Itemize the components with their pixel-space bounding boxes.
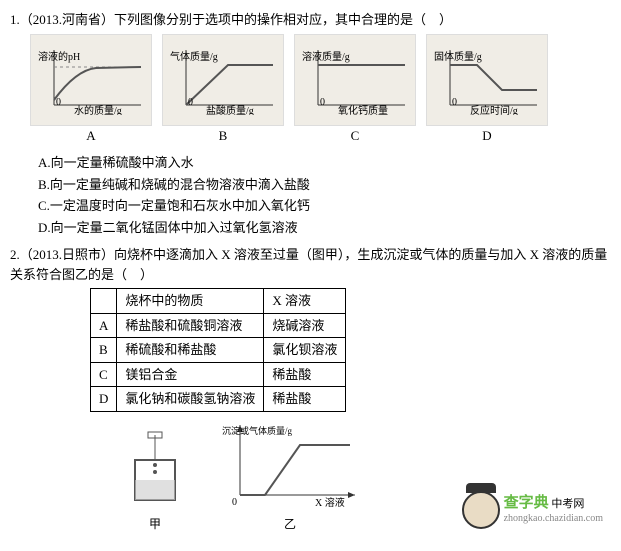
graph-yi-svg: 沉淀或气体质量/g 0 X 溶液 [220,420,360,510]
svg-text:0: 0 [232,497,237,508]
watermark: 查字典 中考网 zhongkao.chazidian.com [462,491,603,529]
graph-yi-ylabel: 沉淀或气体质量/g [222,425,293,436]
table-row: B 稀硫酸和稀盐酸 氯化钡溶液 [91,338,346,363]
question-2: 2.（2013.日照市）向烧杯中逐滴加入 X 溶液至过量（图甲），生成沉淀或气体… [10,245,611,533]
graph-d-wrap: 固体质量/g 0 反应时间/g D [426,34,548,146]
th-blank [91,289,117,314]
graph-yi-xlabel: X 溶液 [315,496,345,509]
graph-c-letter: C [294,126,416,146]
graph-b-xlabel: 盐酸质量/g [206,104,254,115]
th-x: X 溶液 [264,289,346,314]
q1-option-b: B.向一定量纯碱和烧碱的混合物溶液中滴入盐酸 [38,175,611,195]
q2-stem: 2.（2013.日照市）向烧杯中逐滴加入 X 溶液至过量（图甲），生成沉淀或气体… [10,245,611,284]
q1-option-d: D.向一定量二氧化锰固体中加入过氧化氢溶液 [38,218,611,238]
watermark-title: 查字典 [504,495,549,511]
graph-a: 溶液的pH 0 水的质量/g [30,34,152,126]
svg-text:0: 0 [56,97,61,108]
watermark-text: 查字典 中考网 zhongkao.chazidian.com [504,495,603,524]
graph-c-ylabel: 溶液质量/g [302,50,350,63]
watermark-url: zhongkao.chazidian.com [504,513,603,524]
graph-d-ylabel: 固体质量/g [434,51,482,63]
q1-options: A.向一定量稀硫酸中滴入水 B.向一定量纯碱和烧碱的混合物溶液中滴入盐酸 C.一… [38,153,611,237]
q2-table: 烧杯中的物质 X 溶液 A 稀盐酸和硫酸铜溶液 烧碱溶液 B 稀硫酸和稀盐酸 氯… [90,288,346,412]
graph-c-xlabel: 氧化钙质量 [338,104,388,115]
graph-b-letter: B [162,126,284,146]
mascot-icon [462,491,500,529]
q1-option-c: C.一定温度时向一定量饱和石灰水中加入氧化钙 [38,196,611,216]
graph-b: 气体质量/g 0 盐酸质量/g [162,34,284,126]
graph-c-wrap: 溶液质量/g 0 氧化钙质量 C [294,34,416,146]
q1-option-a: A.向一定量稀硫酸中滴入水 [38,153,611,173]
table-row: A 稀盐酸和硫酸铜溶液 烧碱溶液 [91,313,346,338]
graph-c: 溶液质量/g 0 氧化钙质量 [294,34,416,126]
table-row: D 氯化钠和碳酸氢钠溶液 稀盐酸 [91,387,346,412]
q1-graphs: 溶液的pH 0 水的质量/g A 气体质量/g 0 盐酸质量/g B [30,34,611,146]
svg-text:0: 0 [452,97,457,108]
graph-a-wrap: 溶液的pH 0 水的质量/g A [30,34,152,146]
table-header-row: 烧杯中的物质 X 溶液 [91,289,346,314]
graph-b-svg: 气体质量/g 0 盐酸质量/g [168,45,278,115]
graph-d-xlabel: 反应时间/g [470,104,518,115]
svg-text:0: 0 [188,97,193,108]
graph-d: 固体质量/g 0 反应时间/g [426,34,548,126]
q1-stem: 1.（2013.河南省）下列图像分别于选项中的操作相对应，其中合理的是（ ） [10,10,611,30]
beaker-figure: 甲 [110,430,200,533]
graph-a-xlabel: 水的质量/g [74,104,122,115]
graph-a-svg: 溶液的pH 0 水的质量/g [36,45,146,115]
table-row: C 镁铝合金 稀盐酸 [91,362,346,387]
th-beaker: 烧杯中的物质 [117,289,264,314]
graph-d-svg: 固体质量/g 0 反应时间/g [432,45,542,115]
watermark-sub: 中考网 [551,498,584,510]
beaker-icon [110,430,200,510]
graph-b-ylabel: 气体质量/g [170,50,218,63]
graph-yi-figure: 沉淀或气体质量/g 0 X 溶液 乙 [220,420,360,533]
graph-d-letter: D [426,126,548,146]
svg-text:0: 0 [320,97,325,108]
graph-c-svg: 溶液质量/g 0 氧化钙质量 [300,45,410,115]
graph-a-letter: A [30,126,152,146]
question-1: 1.（2013.河南省）下列图像分别于选项中的操作相对应，其中合理的是（ ） 溶… [10,10,611,237]
graph-b-wrap: 气体质量/g 0 盐酸质量/g B [162,34,284,146]
graph-a-ylabel: 溶液的pH [38,50,80,63]
